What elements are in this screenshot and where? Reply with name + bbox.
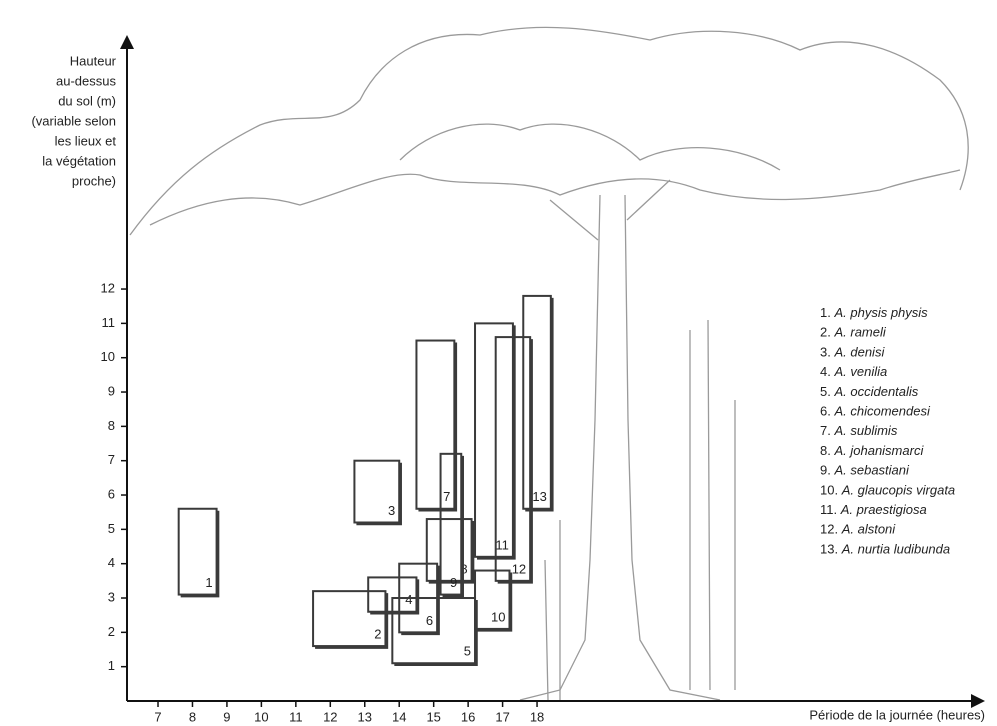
legend-name: A. occidentalis [833, 384, 918, 399]
legend-entry: 7. A. sublimis [820, 424, 898, 439]
y-tick-label: 8 [108, 418, 115, 433]
box-label: 7 [443, 489, 450, 504]
legend-name: A. physis physis [833, 305, 928, 320]
x-tick-label: 10 [254, 709, 268, 724]
y-axis-label: au-dessus [56, 73, 116, 88]
legend-key: 6. [820, 404, 831, 419]
x-tick-label: 14 [392, 709, 406, 724]
x-tick-label: 12 [323, 709, 337, 724]
legend-entry: 10. A. glaucopis virgata [820, 483, 955, 498]
box-label: 5 [464, 644, 471, 659]
legend-entry: 13. A. nurtia ludibunda [820, 542, 950, 557]
y-tick-label: 9 [108, 383, 115, 398]
y-tick-label: 7 [108, 452, 115, 467]
range-box [392, 598, 475, 663]
y-axis-arrow [120, 35, 134, 49]
legend-name: A. chicomendesi [833, 404, 930, 419]
range-box [523, 296, 551, 509]
legend-name: A. venilia [833, 365, 887, 380]
legend-entry: 9. A. sebastiani [820, 463, 910, 478]
legend-name: A. glaucopis virgata [841, 483, 955, 498]
y-axis-label: la végétation [42, 153, 116, 168]
y-tick-label: 1 [108, 658, 115, 673]
legend-entry: 8. A. johanismarci [820, 443, 924, 458]
box-label: 1 [205, 575, 212, 590]
legend-entry: 5. A. occidentalis [820, 384, 919, 399]
legend-name: A. denisi [833, 345, 885, 360]
box-label: 2 [374, 627, 381, 642]
y-axis-label: Hauteur [70, 53, 117, 68]
box-label: 12 [512, 561, 526, 576]
box-label: 3 [388, 503, 395, 518]
legend-key: 1. [820, 305, 831, 320]
x-axis-arrow [971, 694, 985, 708]
legend-key: 4. [820, 365, 831, 380]
legend-name: A. sebastiani [833, 463, 910, 478]
legend-entry: 2. A. rameli [820, 325, 887, 340]
legend-key: 2. [820, 325, 831, 340]
range-box-shadow [418, 343, 455, 511]
legend-key: 12. [820, 522, 838, 537]
box-label: 6 [426, 613, 433, 628]
y-tick-label: 4 [108, 555, 115, 570]
legend-entry: 12. A. alstoni [820, 522, 896, 537]
box-label: 4 [405, 592, 412, 607]
x-tick-label: 17 [495, 709, 509, 724]
y-tick-label: 11 [102, 315, 116, 330]
y-tick-label: 2 [108, 624, 115, 639]
chart: Hauteur au-dessus du sol (m) (variable selo… [0, 0, 997, 726]
y-tick-label: 6 [108, 486, 115, 501]
x-axis-label: Période de la journée (heures) [809, 707, 985, 722]
box-label: 11 [495, 537, 509, 552]
y-tick-label: 10 [101, 349, 115, 364]
x-tick-label: 8 [189, 709, 196, 724]
box-label: 9 [450, 575, 457, 590]
x-tick-label: 18 [530, 709, 544, 724]
range-box [416, 341, 454, 509]
y-axis-label: les lieux et [55, 133, 117, 148]
y-axis-label: (variable selon [31, 113, 116, 128]
legend-entry: 1. A. physis physis [820, 305, 928, 320]
legend-key: 5. [820, 384, 831, 399]
legend-key: 13. [820, 542, 838, 557]
legend-entry: 6. A. chicomendesi [820, 404, 931, 419]
box-label: 13 [532, 489, 546, 504]
legend-entry: 4. A. venilia [820, 365, 887, 380]
legend-entry: 11. A. praestigiosa [820, 502, 927, 517]
legend-name: A. rameli [833, 325, 886, 340]
legend-name: A. praestigiosa [840, 502, 927, 517]
legend-key: 11. [820, 502, 837, 517]
x-tick-label: 16 [461, 709, 475, 724]
legend-name: A. nurtia ludibunda [841, 542, 950, 557]
range-box [441, 454, 462, 595]
x-tick-label: 9 [223, 709, 230, 724]
legend-key: 7. [820, 424, 831, 439]
range-box [475, 323, 513, 556]
x-tick-label: 15 [426, 709, 440, 724]
x-tick-label: 13 [358, 709, 372, 724]
legend-key: 10. [820, 483, 838, 498]
y-axis-label: proche) [72, 173, 116, 188]
legend-entry: 3. A. denisi [820, 345, 885, 360]
legend-key: 8. [820, 443, 831, 458]
legend-name: A. sublimis [833, 424, 897, 439]
legend-key: 9. [820, 463, 831, 478]
y-tick-label: 5 [108, 521, 115, 536]
y-axis-label: du sol (m) [58, 93, 116, 108]
x-tick-label: 11 [289, 709, 303, 724]
y-tick-label: 12 [101, 280, 115, 295]
box-label: 10 [491, 609, 505, 624]
y-tick-label: 3 [108, 589, 115, 604]
legend-name: A. alstoni [841, 522, 897, 537]
legend-key: 3. [820, 345, 831, 360]
x-tick-label: 7 [154, 709, 161, 724]
legend-name: A. johanismarci [833, 443, 924, 458]
